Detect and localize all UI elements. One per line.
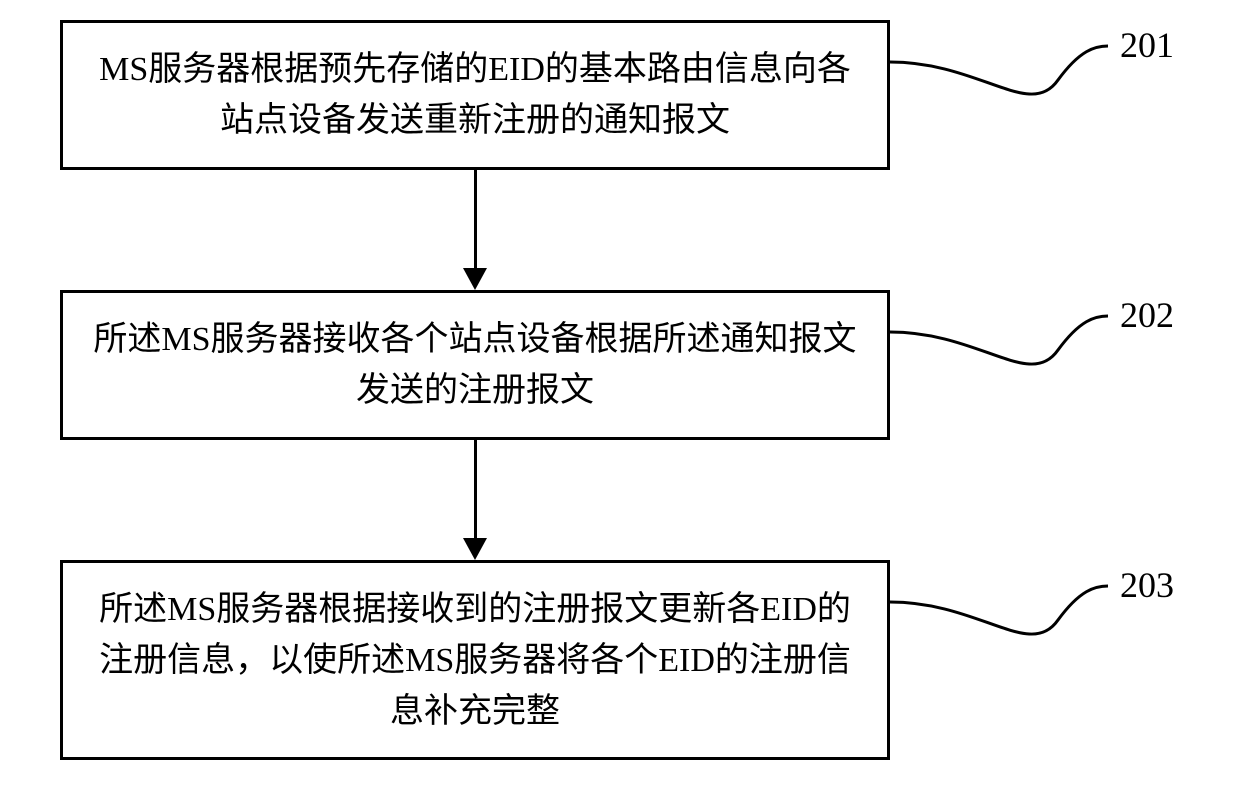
flowchart-container: MS服务器根据预先存储的EID的基本路由信息向各站点设备发送重新注册的通知报文 … [0,0,1240,806]
connector-203 [0,0,1240,806]
step-label-203: 203 [1120,564,1174,606]
